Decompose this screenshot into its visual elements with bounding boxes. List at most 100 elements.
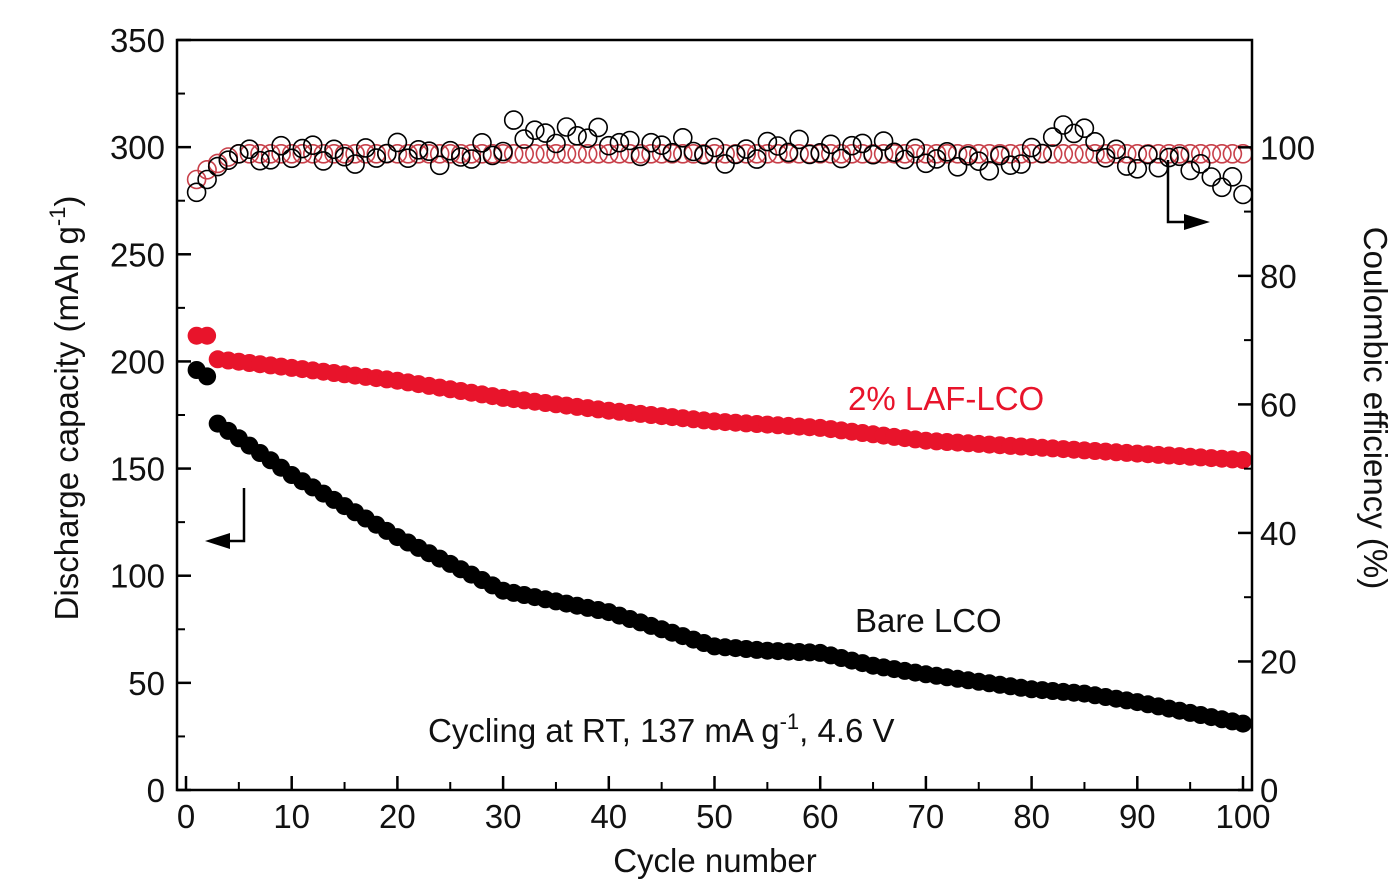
x-tick-label: 90 (1119, 798, 1156, 835)
data-point (366, 148, 387, 168)
y-right-tick-label: 100 (1260, 129, 1315, 166)
data-point (1106, 144, 1126, 164)
data-point (1233, 184, 1253, 205)
series-2 (187, 361, 1252, 733)
data-point (1042, 144, 1063, 164)
data-point (450, 147, 471, 167)
data-point (440, 140, 461, 161)
data-point (694, 144, 714, 165)
x-tick-label: 10 (273, 798, 310, 835)
data-point (672, 144, 693, 164)
data-point (398, 144, 418, 164)
data-point (387, 132, 408, 153)
data-point (958, 146, 979, 166)
x-tick-label: 100 (1215, 798, 1270, 835)
data-point (873, 144, 894, 164)
data-point (620, 130, 640, 151)
data-point (842, 144, 862, 164)
data-point (503, 110, 524, 130)
y-right-tick-label: 0 (1260, 772, 1278, 809)
data-point (556, 144, 577, 164)
data-point (366, 144, 387, 164)
data-point (1011, 154, 1031, 174)
data-point (598, 144, 619, 164)
data-point (588, 117, 609, 138)
data-point (894, 144, 915, 164)
data-point (493, 141, 513, 162)
data-point (324, 144, 344, 164)
data-point (1201, 167, 1222, 187)
data-point (345, 154, 365, 174)
data-point (408, 140, 429, 160)
data-point (376, 143, 397, 164)
data-point (1190, 144, 1211, 164)
data-point (1127, 159, 1148, 179)
data-point (567, 144, 587, 164)
left-axis-arrow (205, 488, 246, 549)
data-point (292, 138, 313, 159)
data-point (820, 134, 841, 155)
data-point (757, 131, 778, 152)
data-point (620, 144, 640, 164)
data-point (598, 135, 619, 156)
x-axis-title: Cycle number (613, 842, 817, 879)
data-point (250, 150, 270, 171)
data-point (715, 144, 735, 164)
data-point (524, 144, 545, 164)
data-point (894, 149, 915, 170)
data-point (651, 144, 672, 164)
data-point (186, 182, 207, 203)
data-point (324, 139, 344, 160)
data-point (1222, 144, 1243, 164)
data-point (229, 144, 249, 164)
data-point (1148, 144, 1169, 164)
data-point (1021, 144, 1042, 164)
data-point (979, 161, 1000, 181)
data-point (546, 133, 566, 154)
data-point (197, 160, 217, 180)
data-point (1138, 144, 1158, 165)
data-point (239, 139, 260, 159)
y-left-tick-label: 350 (110, 22, 165, 59)
data-point (1064, 123, 1084, 144)
laf-lco-label: 2% LAF-LCO (848, 380, 1044, 417)
data-point (1234, 451, 1252, 469)
data-point (937, 142, 957, 162)
y-right-tick-label: 60 (1260, 386, 1297, 423)
data-point (672, 128, 693, 148)
data-point (302, 135, 323, 155)
series-1 (187, 326, 1252, 469)
data-point (207, 156, 228, 177)
data-point (1180, 160, 1200, 181)
data-point (577, 144, 598, 164)
x-tick-label: 0 (177, 798, 195, 835)
data-point (198, 367, 217, 386)
data-point (926, 149, 947, 169)
data-point (503, 144, 524, 164)
data-point (947, 157, 968, 177)
data-point (1127, 144, 1148, 164)
data-point (472, 144, 492, 164)
data-point (1106, 139, 1126, 160)
data-point (198, 326, 217, 345)
data-point (609, 132, 630, 153)
y-left-tick-label: 50 (128, 665, 165, 702)
y-left-tick-label: 0 (147, 772, 165, 809)
data-point (302, 144, 323, 164)
data-point (514, 144, 535, 164)
x-tick-label: 40 (590, 798, 627, 835)
data-point (577, 128, 598, 148)
data-point (1095, 144, 1116, 164)
data-point (1116, 144, 1137, 164)
data-point (1116, 156, 1137, 176)
data-point (1053, 144, 1074, 164)
y-left-axis-title: Discharge capacity (mAh g-1) (45, 196, 85, 621)
data-point (990, 145, 1010, 166)
data-point (1190, 154, 1211, 174)
data-point (820, 144, 841, 164)
data-point (1064, 144, 1084, 164)
y-left-tick-label: 150 (110, 451, 165, 488)
data-point (916, 144, 936, 164)
data-point (1042, 127, 1063, 147)
y-left-tick-label: 100 (110, 558, 165, 595)
